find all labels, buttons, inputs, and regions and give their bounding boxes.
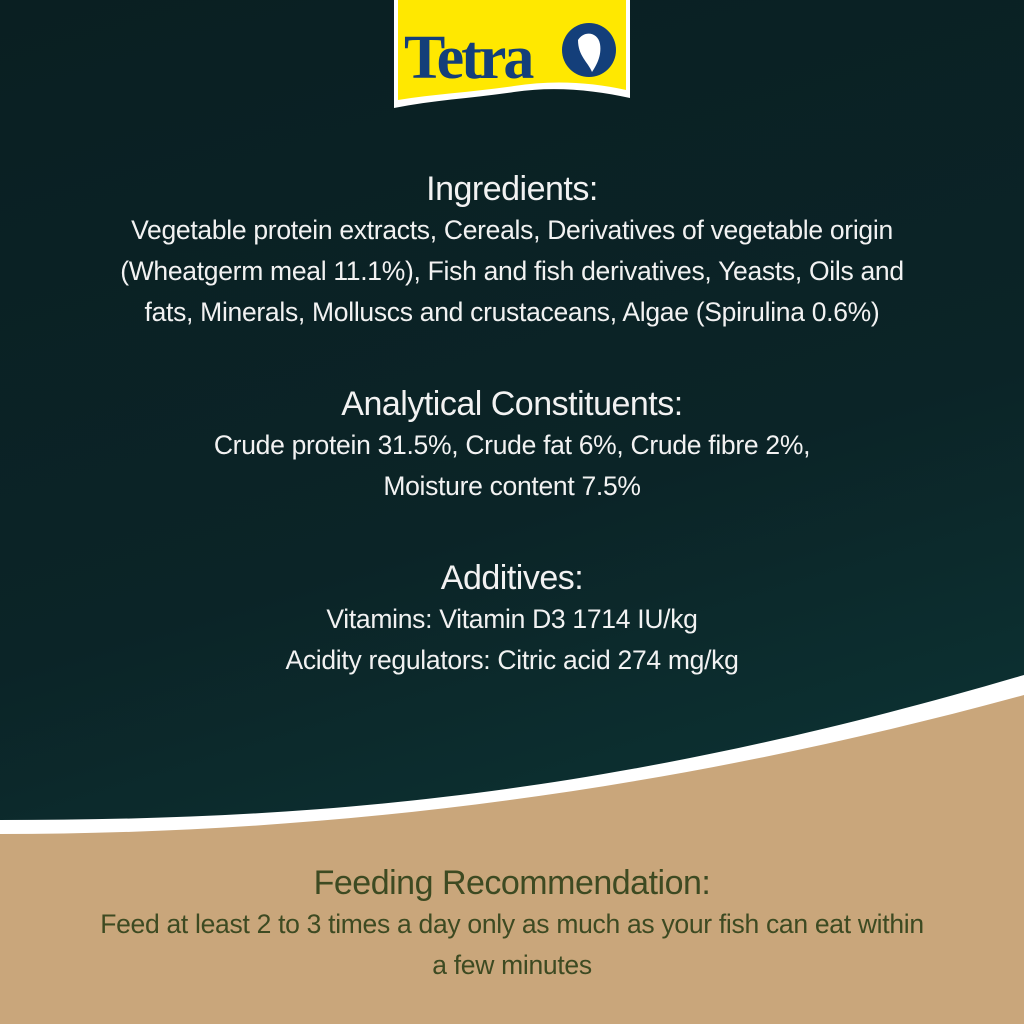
analytical-section: Analytical Constituents: Crude protein 3… — [0, 383, 1024, 507]
additives-heading: Additives: — [440, 559, 584, 597]
ingredients-heading: Ingredients: — [426, 170, 598, 208]
tetra-logo: Tetra — [394, 0, 630, 108]
ingredients-line: (Wheatgerm meal 11.1%), Fish and fish de… — [120, 256, 904, 286]
feeding-section: Feeding Recommendation: Feed at least 2 … — [0, 862, 1024, 986]
additives-line: Vitamins: Vitamin D3 1714 IU/kg — [326, 604, 698, 634]
analytical-line: Crude protein 31.5%, Crude fat 6%, Crude… — [213, 430, 811, 460]
ingredients-line: fats, Minerals, Molluscs and crustaceans… — [144, 297, 880, 327]
svg-text:Tetra: Tetra — [404, 24, 534, 92]
ingredients-line: Vegetable protein extracts, Cereals, Der… — [131, 215, 893, 245]
additives-line: Acidity regulators: Citric acid 274 mg/k… — [285, 645, 739, 675]
additives-section: Additives: Vitamins: Vitamin D3 1714 IU/… — [0, 557, 1024, 681]
feeding-line: a few minutes — [432, 950, 592, 980]
feeding-line: Feed at least 2 to 3 times a day only as… — [100, 909, 924, 939]
analytical-heading: Analytical Constituents: — [341, 385, 683, 423]
ingredients-section: Ingredients: Vegetable protein extracts,… — [0, 168, 1024, 333]
feeding-heading: Feeding Recommendation: — [313, 864, 711, 902]
analytical-line: Moisture content 7.5% — [383, 471, 641, 501]
